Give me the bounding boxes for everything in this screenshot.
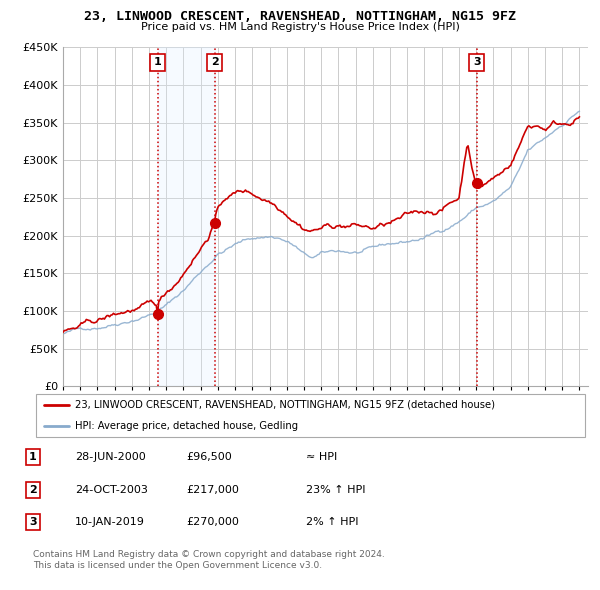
- Text: 23, LINWOOD CRESCENT, RAVENSHEAD, NOTTINGHAM, NG15 9FZ (detached house): 23, LINWOOD CRESCENT, RAVENSHEAD, NOTTIN…: [74, 399, 494, 409]
- Text: 1: 1: [29, 453, 37, 462]
- Text: £96,500: £96,500: [186, 453, 232, 462]
- Text: This data is licensed under the Open Government Licence v3.0.: This data is licensed under the Open Gov…: [33, 561, 322, 570]
- Text: HPI: Average price, detached house, Gedling: HPI: Average price, detached house, Gedl…: [74, 421, 298, 431]
- Text: £217,000: £217,000: [186, 485, 239, 494]
- Text: 2: 2: [211, 57, 218, 67]
- Text: 2: 2: [29, 485, 37, 494]
- FancyBboxPatch shape: [36, 394, 585, 437]
- Text: Price paid vs. HM Land Registry's House Price Index (HPI): Price paid vs. HM Land Registry's House …: [140, 22, 460, 32]
- Text: £270,000: £270,000: [186, 517, 239, 527]
- Text: 2% ↑ HPI: 2% ↑ HPI: [306, 517, 359, 527]
- Bar: [157, 47, 215, 386]
- Text: ≈ HPI: ≈ HPI: [306, 453, 337, 462]
- Text: 3: 3: [29, 517, 37, 527]
- Text: 28-JUN-2000: 28-JUN-2000: [75, 453, 146, 462]
- Text: 1: 1: [154, 57, 161, 67]
- Text: 3: 3: [473, 57, 481, 67]
- Text: 24-OCT-2003: 24-OCT-2003: [75, 485, 148, 494]
- Text: 23, LINWOOD CRESCENT, RAVENSHEAD, NOTTINGHAM, NG15 9FZ: 23, LINWOOD CRESCENT, RAVENSHEAD, NOTTIN…: [84, 10, 516, 23]
- Text: 23% ↑ HPI: 23% ↑ HPI: [306, 485, 365, 494]
- Text: 10-JAN-2019: 10-JAN-2019: [75, 517, 145, 527]
- Text: Contains HM Land Registry data © Crown copyright and database right 2024.: Contains HM Land Registry data © Crown c…: [33, 550, 385, 559]
